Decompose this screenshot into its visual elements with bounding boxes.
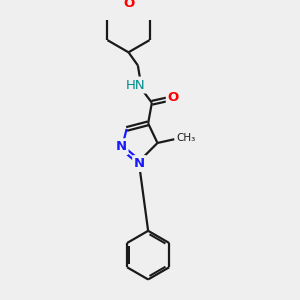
Text: HN: HN	[126, 79, 146, 92]
Text: O: O	[123, 0, 134, 10]
Text: N: N	[116, 140, 127, 153]
Text: O: O	[168, 91, 179, 104]
Text: N: N	[134, 157, 145, 170]
Text: CH₃: CH₃	[176, 133, 195, 143]
